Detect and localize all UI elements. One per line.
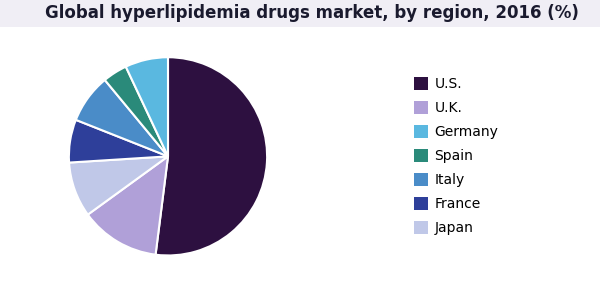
Polygon shape bbox=[0, 8, 27, 27]
Wedge shape bbox=[88, 156, 168, 255]
Wedge shape bbox=[76, 80, 168, 156]
Wedge shape bbox=[155, 57, 267, 255]
Text: Global hyperlipidemia drugs market, by region, 2016 (%): Global hyperlipidemia drugs market, by r… bbox=[45, 4, 579, 22]
Legend: U.S., U.K., Germany, Spain, Italy, France, Japan: U.S., U.K., Germany, Spain, Italy, Franc… bbox=[413, 77, 499, 235]
Wedge shape bbox=[69, 120, 168, 163]
Wedge shape bbox=[69, 156, 168, 214]
Wedge shape bbox=[126, 57, 168, 156]
Wedge shape bbox=[105, 67, 168, 156]
Polygon shape bbox=[0, 0, 42, 27]
